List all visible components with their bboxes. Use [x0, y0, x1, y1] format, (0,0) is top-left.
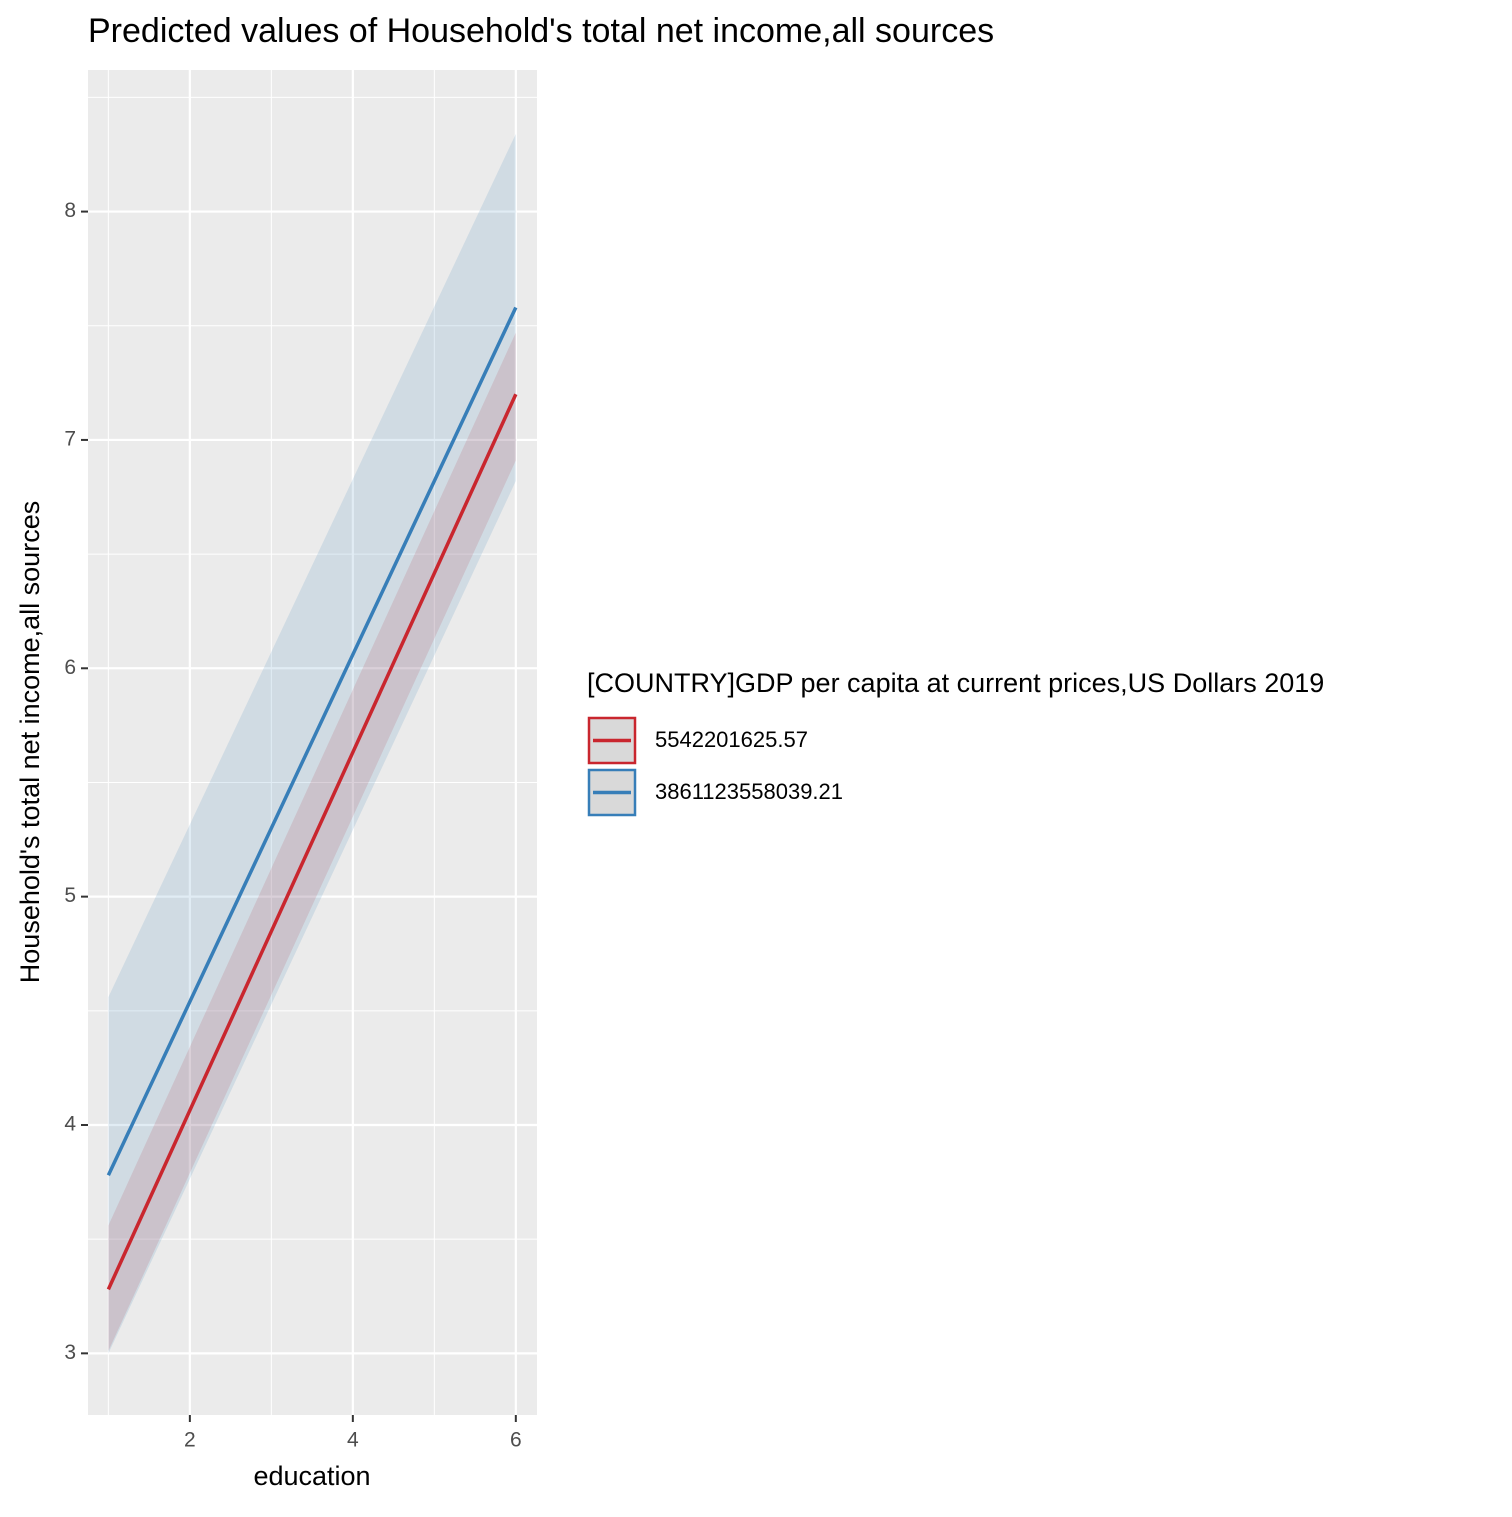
line	[106, 393, 518, 1291]
chart-title: Predicted values of Household's total ne…	[88, 12, 994, 50]
y-axis-label: Household's total net income,all sources	[15, 501, 45, 983]
y-tick-label: 7	[64, 427, 76, 450]
x-axis-label: education	[253, 1461, 370, 1491]
x-tick-label: 2	[184, 1429, 196, 1452]
y-tick-label: 4	[64, 1113, 76, 1136]
y-tick-label: 8	[64, 199, 76, 222]
x-tick-label: 6	[510, 1429, 522, 1452]
legend-title: [COUNTRY]GDP per capita at current price…	[587, 668, 1324, 698]
y-tick-label: 5	[64, 884, 76, 907]
x-tick-label: 4	[347, 1429, 359, 1452]
y-tick-label: 3	[64, 1341, 76, 1364]
line	[106, 306, 518, 1176]
legend-label: 3861123558039.21	[655, 779, 843, 804]
legend-label: 5542201625.57	[655, 727, 808, 752]
y-tick-label: 6	[64, 656, 76, 679]
